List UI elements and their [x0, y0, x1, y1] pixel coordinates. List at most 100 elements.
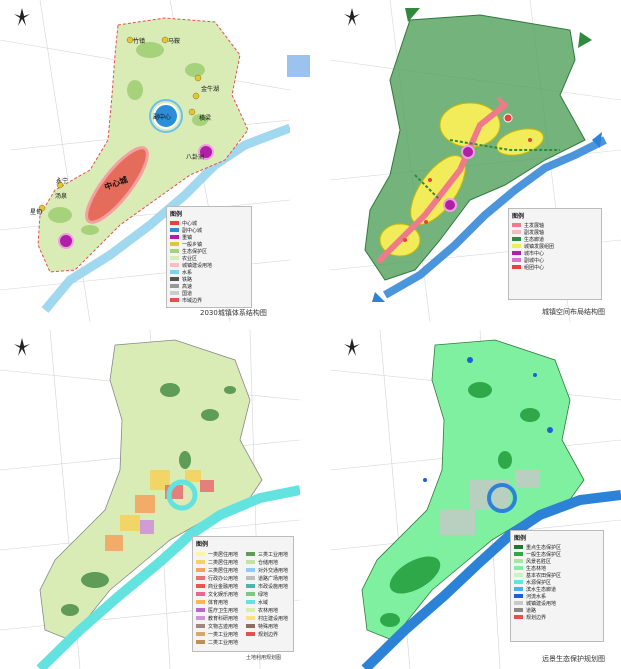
legend-item: 道路广场用地	[246, 575, 290, 582]
green-arrow-ne	[578, 32, 592, 48]
legend-item: 农林用地	[246, 607, 290, 614]
legend-item: 规划边界	[514, 614, 600, 621]
legend-item: 城镇发展组团	[512, 243, 598, 250]
legend-item: 滨水生态廊道	[514, 586, 600, 593]
legend-item: 高速	[170, 283, 248, 290]
legend-item: 仓储用地	[246, 559, 290, 566]
blue-arrow-sw	[372, 292, 385, 302]
caption-ecological-protection: 远景生态保护规划图	[542, 655, 605, 663]
legend-item: 副城中心	[512, 257, 598, 264]
legend-item: 副中心城	[170, 227, 248, 234]
legend-item: 教育科研用地	[196, 615, 240, 622]
legend-item: 特殊用地	[246, 623, 290, 630]
sub-center-marker	[153, 103, 179, 129]
legend-item: 风景名胜区	[514, 558, 600, 565]
legend-item: 水域	[246, 599, 290, 606]
legend-item: 铁路	[170, 276, 248, 283]
main-axis-arrow	[377, 102, 508, 263]
panel-land-use: 图例 一类居住用地 三类工业用地 二类居住用地 仓储用地 三类居住用地 对外交通…	[0, 330, 300, 669]
legend-item: 市域边界	[170, 297, 248, 304]
legend-item: 医疗卫生用地	[196, 607, 240, 614]
sub-center-node	[461, 145, 475, 159]
legend-title: 图例	[196, 541, 209, 548]
legend-item: 文物古迹用地	[196, 623, 240, 630]
town-system-map	[0, 0, 290, 322]
legend-item: 体育用地	[196, 599, 240, 606]
legend-item: 一般生态保护区	[514, 551, 600, 558]
legend-item: 重镇	[170, 234, 248, 241]
legend-item: 一类工业用地	[196, 631, 240, 638]
legend-item: 组团中心	[512, 264, 598, 271]
spatial-layout-map	[330, 0, 621, 322]
legend-item: 副发展轴	[512, 229, 598, 236]
green-arrow-nw	[405, 8, 420, 22]
legend-item: 一般乡镇	[170, 241, 248, 248]
label-tangquan: 汤泉	[55, 193, 68, 200]
center-city-ellipse	[85, 146, 149, 224]
label-xingdian: 星甸	[30, 209, 43, 216]
town-node-east	[198, 144, 214, 160]
urban-fabric	[105, 470, 214, 551]
planning-logo-icon	[12, 6, 32, 28]
legend-item: 道路	[514, 607, 600, 614]
label-jinniuhu: 金牛湖	[201, 86, 220, 93]
legend-item: 国道	[170, 290, 248, 297]
planning-logo-icon	[342, 6, 362, 28]
legend-item: 村庄建设用地	[246, 615, 290, 622]
legend-item: 水源保护区	[514, 579, 600, 586]
legend-item: 城市中心	[512, 250, 598, 257]
legend-item: 河流水系	[514, 593, 600, 600]
legend-item: 规划边界	[246, 631, 290, 638]
legend-item: 生态保护区	[170, 248, 248, 255]
label-hengliang: 横梁	[199, 115, 212, 122]
panel-spatial-layout: 图例 主发展轴 副发展轴 生态廊道 城镇发展组团 城市中心 副城中心 组团中心 …	[330, 0, 621, 322]
legend-item: 三类居住用地	[196, 567, 240, 574]
panel-town-system: 中心城 副中心 竹镇 马鞍 金牛湖 横梁 八卦洲 永宁 汤泉 星甸 图例 中心城…	[0, 0, 290, 322]
legend-town-system: 图例 中心城 副中心城 重镇 一般乡镇 生态保护区 农业区 城镇建设用地 水系 …	[166, 206, 252, 308]
caption-town-system: 2030城镇体系结构图	[200, 309, 267, 317]
caption-land-use: 土地利用规划图	[246, 655, 282, 661]
label-yongning: 永宁	[56, 178, 69, 185]
planning-logo-icon	[342, 336, 362, 358]
legend-spatial-layout: 图例 主发展轴 副发展轴 生态廊道 城镇发展组团 城市中心 副城中心 组团中心	[508, 208, 602, 300]
label-bagua: 八卦洲	[186, 154, 205, 161]
legend-item: 中心城	[170, 220, 248, 227]
legend-item: 三类工业用地	[246, 551, 290, 558]
legend-ecological-protection: 图例 重点生态保护区 一般生态保护区 风景名胜区 生态林地 基本农田保护区 水源…	[510, 530, 604, 642]
land-use-map	[0, 330, 300, 669]
panel-ecological-protection: 图例 重点生态保护区 一般生态保护区 风景名胜区 生态林地 基本农田保护区 水源…	[330, 330, 621, 669]
legend-item: 农业区	[170, 255, 248, 262]
legend-item: 生态林地	[514, 565, 600, 572]
legend-item: 主发展轴	[512, 222, 598, 229]
legend-item: 市政设施用地	[246, 583, 290, 590]
legend-item: 二类居住用地	[196, 559, 240, 566]
legend-land-use: 图例 一类居住用地 三类工业用地 二类居住用地 仓储用地 三类居住用地 对外交通…	[192, 536, 294, 652]
legend-title: 图例	[514, 535, 527, 542]
blue-arrow-se	[592, 132, 602, 148]
planning-logo-icon	[12, 336, 32, 358]
legend-item: 生态廊道	[512, 236, 598, 243]
legend-item: 基本农田保护区	[514, 572, 600, 579]
ecological-corridor	[449, 139, 560, 151]
legend-item: 重点生态保护区	[514, 544, 600, 551]
legend-item: 文化娱乐用地	[196, 591, 240, 598]
blue-placeholder-square	[287, 55, 310, 77]
legend-item: 行政办公用地	[196, 575, 240, 582]
ecological-protection-map	[330, 330, 621, 669]
legend-item: 城镇建设用地	[514, 600, 600, 607]
legend-item: 绿地	[246, 591, 290, 598]
legend-item: 一类居住用地	[196, 551, 240, 558]
town-node-southwest	[58, 233, 74, 249]
legend-item: 商业金融用地	[196, 583, 240, 590]
legend-item: 水系	[170, 269, 248, 276]
legend-item: 对外交通用地	[246, 567, 290, 574]
caption-spatial-layout: 城镇空间布局结构图	[542, 308, 605, 316]
label-maan: 马鞍	[168, 38, 181, 45]
legend-title: 图例	[512, 213, 525, 220]
label-sub-center: 副中心	[153, 114, 172, 121]
label-zhuzhen: 竹镇	[133, 38, 146, 45]
legend-item: 城镇建设用地	[170, 262, 248, 269]
legend-title: 图例	[170, 211, 183, 218]
legend-item: 二类工业用地	[196, 639, 240, 646]
city-center-node	[443, 198, 457, 212]
